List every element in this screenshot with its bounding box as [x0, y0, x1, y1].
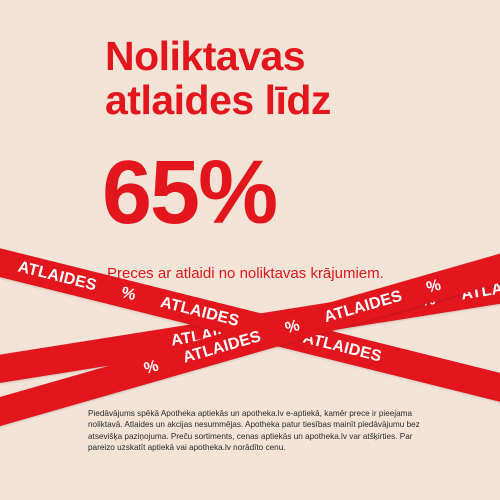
headline: Noliktavas atlaides līdz	[105, 34, 485, 122]
headline-line-1: Noliktavas	[105, 33, 306, 79]
tape-percent-symbol: %	[283, 316, 302, 338]
tape-label: ATLAIDES	[16, 258, 99, 295]
disclaimer: Piedāvājums spēkā Apotheka aptiekās un a…	[88, 409, 420, 453]
tape-percent-symbol: %	[424, 276, 444, 297]
discount-percent: 65%	[102, 143, 278, 243]
tape-percent-symbol: %	[119, 284, 138, 305]
subtitle: Preces ar atlaidi no noliktavas krājumie…	[107, 265, 384, 282]
tape-label: ATLAIDES	[322, 287, 405, 327]
headline-line-2: atlaides līdz	[105, 77, 331, 123]
tape-percent-symbol: %	[142, 357, 161, 378]
tape-label: ATLAIDES	[158, 294, 241, 330]
